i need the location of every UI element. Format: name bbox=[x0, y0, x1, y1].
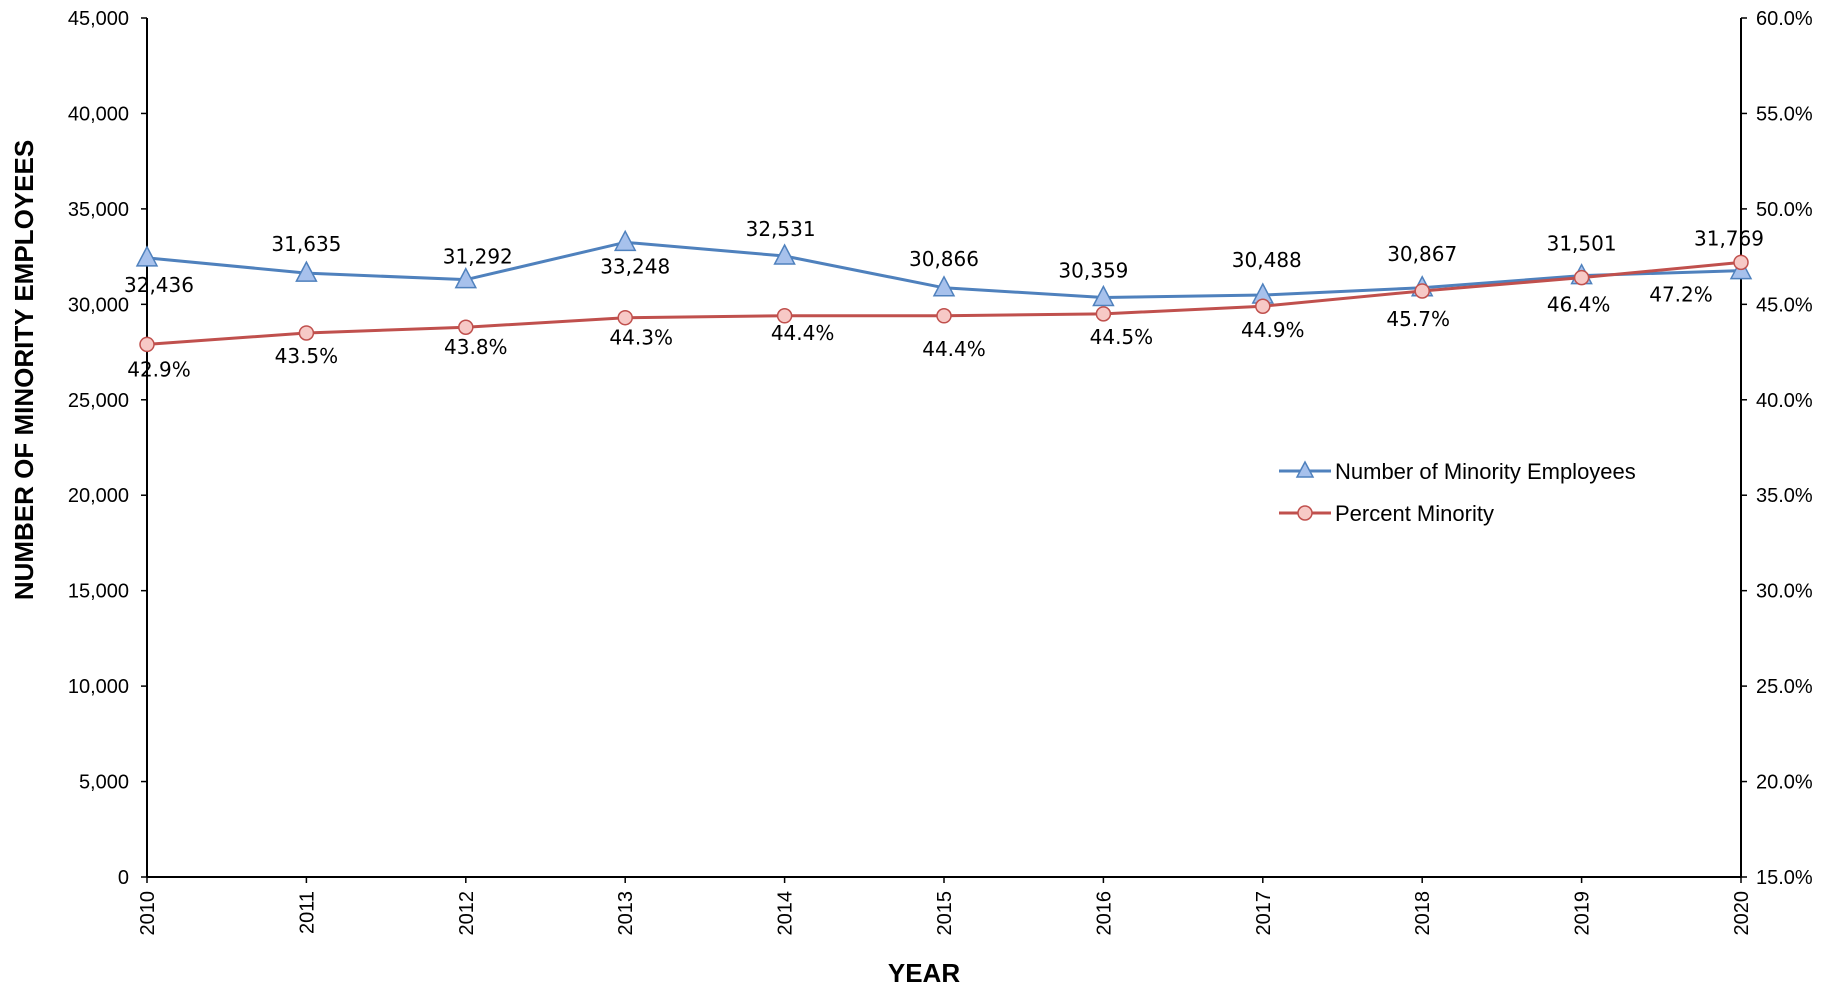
data-point-employees bbox=[135, 245, 159, 267]
left-y-tick-label: 20,000 bbox=[68, 485, 129, 507]
legend-label-percent: Percent Minority bbox=[1335, 501, 1494, 526]
data-point-employees bbox=[932, 275, 956, 297]
data-label-employees: 30,866 bbox=[909, 247, 979, 271]
data-point-percent bbox=[139, 336, 155, 353]
x-tick-label: 2013 bbox=[615, 891, 637, 936]
x-tick-label: 2012 bbox=[456, 891, 478, 936]
x-tick-label: 2015 bbox=[934, 891, 956, 936]
right-y-tick-label: 55.0% bbox=[1756, 103, 1813, 125]
left-y-tick-label: 5,000 bbox=[79, 772, 129, 794]
legend-label-employees: Number of Minority Employees bbox=[1335, 459, 1636, 484]
data-label-percent: 44.4% bbox=[771, 321, 835, 345]
data-label-employees: 31,635 bbox=[271, 232, 341, 256]
x-tick-label: 2010 bbox=[137, 891, 159, 936]
right-y-tick-label: 15.0% bbox=[1756, 867, 1813, 889]
x-tick-label: 2016 bbox=[1093, 891, 1115, 936]
data-label-employees: 32,436 bbox=[124, 273, 194, 297]
data-point-percent bbox=[458, 319, 474, 335]
legend: Number of Minority Employees Percent Min… bbox=[1279, 459, 1636, 526]
data-label-percent: 47.2% bbox=[1649, 282, 1713, 306]
data-label-employees: 30,488 bbox=[1232, 248, 1302, 272]
data-point-percent bbox=[776, 308, 793, 324]
x-tick-label: 2019 bbox=[1572, 891, 1594, 936]
data-point-employees bbox=[613, 229, 637, 252]
x-axis-title: YEAR bbox=[888, 958, 960, 988]
left-y-tick-label: 45,000 bbox=[68, 8, 129, 30]
data-point-percent bbox=[936, 308, 952, 324]
data-point-employees bbox=[1092, 284, 1115, 307]
data-label-percent: 46.4% bbox=[1547, 293, 1611, 317]
left-y-tick-label: 40,000 bbox=[68, 103, 129, 125]
data-label-percent: 44.3% bbox=[609, 326, 673, 350]
data-labels: 32,436 31,635 31,292 33,248 32,531 30,866 30,3… bbox=[124, 217, 1764, 381]
data-label-employees: 30,867 bbox=[1387, 242, 1457, 266]
data-label-employees: 31,292 bbox=[443, 245, 513, 269]
x-ticks: 2010 2011 2012 2013 2014 2015 2016 2017 2018 2019… bbox=[137, 877, 1753, 936]
right-y-tick-label: 40.0% bbox=[1756, 390, 1813, 412]
legend-item-employees: Number of Minority Employees bbox=[1279, 459, 1636, 484]
data-label-percent: 45.7% bbox=[1386, 307, 1450, 331]
data-label-employees: 32,531 bbox=[746, 217, 816, 241]
right-y-tick-label: 30.0% bbox=[1756, 581, 1813, 603]
right-y-tick-label: 20.0% bbox=[1756, 772, 1813, 794]
right-y-tick-label: 50.0% bbox=[1756, 199, 1813, 221]
left-y-ticks: 0 5,000 10,000 15,000 20,000 25,000 30,000 35,0… bbox=[68, 8, 147, 889]
left-y-tick-label: 25,000 bbox=[68, 390, 129, 412]
data-point-percent bbox=[1733, 254, 1749, 271]
right-y-tick-label: 60.0% bbox=[1756, 8, 1813, 30]
left-y-tick-label: 35,000 bbox=[68, 199, 129, 221]
right-y-tick-label: 45.0% bbox=[1756, 294, 1813, 316]
data-point-percent bbox=[1095, 306, 1112, 322]
data-label-percent: 42.9% bbox=[127, 357, 191, 381]
legend-item-percent: Percent Minority bbox=[1279, 501, 1494, 526]
x-tick-label: 2020 bbox=[1731, 891, 1753, 936]
axes bbox=[146, 18, 1742, 878]
left-y-tick-label: 10,000 bbox=[68, 676, 129, 698]
data-point-percent bbox=[1255, 298, 1271, 314]
data-point-percent bbox=[1573, 269, 1590, 286]
x-tick-label: 2017 bbox=[1253, 891, 1275, 936]
x-tick-label: 2018 bbox=[1412, 891, 1434, 936]
data-label-percent: 44.4% bbox=[922, 337, 986, 361]
legend-circle-marker bbox=[1297, 505, 1313, 521]
data-point-employees bbox=[454, 267, 478, 289]
data-label-employees: 31,769 bbox=[1694, 227, 1764, 251]
data-point-percent bbox=[617, 309, 633, 326]
data-label-employees: 30,359 bbox=[1058, 258, 1128, 282]
y-axis-title: NUMBER OF MINORITY EMPLOYEES bbox=[9, 140, 39, 600]
data-label-percent: 44.9% bbox=[1241, 318, 1305, 342]
left-y-tick-label: 15,000 bbox=[68, 581, 129, 603]
right-y-tick-label: 35.0% bbox=[1756, 485, 1813, 507]
data-label-employees: 33,248 bbox=[600, 254, 670, 278]
data-label-percent: 43.5% bbox=[275, 344, 339, 368]
data-label-employees: 31,501 bbox=[1547, 232, 1617, 256]
data-label-percent: 44.5% bbox=[1090, 325, 1154, 349]
legend-triangle-marker bbox=[1295, 460, 1315, 478]
data-point-percent bbox=[298, 325, 315, 341]
left-y-tick-label: 30,000 bbox=[68, 294, 129, 316]
left-y-tick-label: 0 bbox=[118, 867, 129, 889]
series-layer bbox=[135, 229, 1753, 353]
series-line-percent bbox=[146, 260, 1742, 346]
data-point-percent bbox=[1414, 283, 1430, 299]
right-y-ticks: 15.0% 20.0% 25.0% 30.0% 35.0% 40.0% 45.0% 50.0%… bbox=[1741, 8, 1813, 889]
data-point-employees bbox=[295, 260, 318, 282]
right-y-tick-label: 25.0% bbox=[1756, 676, 1813, 698]
data-point-employees bbox=[773, 243, 796, 265]
data-label-percent: 43.8% bbox=[444, 335, 508, 359]
x-tick-label: 2014 bbox=[775, 891, 797, 936]
x-tick-label: 2011 bbox=[296, 891, 318, 934]
